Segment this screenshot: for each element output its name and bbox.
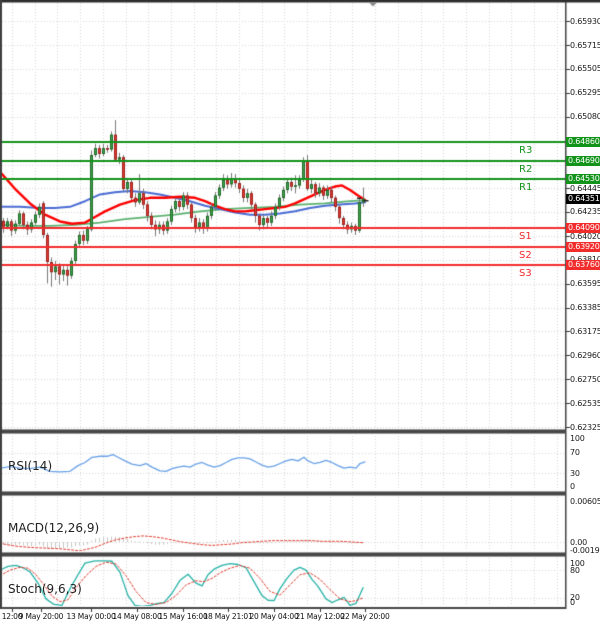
stoch-scale-label: 100 — [570, 559, 585, 568]
rsi-scale-label: 70 — [570, 448, 580, 458]
time-axis-label: 9 May 20:00 — [18, 612, 64, 621]
level-label-r3: R3 — [519, 144, 533, 156]
price-axis-label: 0.65505 — [570, 64, 600, 74]
macd-scale-label: 0.00 — [570, 537, 588, 547]
level-label-s3: S3 — [519, 268, 532, 280]
time-axis-label: 18 May 21:01 — [203, 612, 253, 621]
price-axis-label: 0.64235 — [570, 207, 600, 217]
price-axis-label: 0.63385 — [570, 303, 600, 313]
time-axis-label: 20 May 04:00 — [249, 612, 299, 621]
time-axis-label: 15 May 16:00 — [158, 612, 208, 621]
level-label-s1: S1 — [519, 231, 532, 243]
rsi-scale-label: 0 — [570, 482, 575, 491]
price-axis-label: 0.63810 — [570, 255, 600, 264]
time-axis-label: 12:00 — [1, 612, 23, 621]
stoch-scale-label: 0 — [570, 598, 575, 607]
price-tag-s1: 0.64090 — [566, 223, 600, 234]
price-axis-label: 0.64020 — [570, 231, 600, 241]
price-axis-label: 0.62960 — [570, 350, 600, 360]
price-tag-r3: 0.64860 — [566, 136, 600, 147]
price-axis-label: 0.62325 — [570, 422, 600, 432]
price-axis-label: 0.63595 — [570, 279, 600, 289]
macd-scale-label: 0.006051 — [570, 497, 600, 506]
time-axis-label: 13 May 00:00 — [66, 612, 116, 621]
price-tag-r1: 0.64530 — [566, 173, 600, 184]
time-axis-label: 21 May 12:00 — [295, 612, 345, 621]
level-label-r2: R2 — [519, 163, 533, 175]
price-axis-label: 0.63175 — [570, 326, 600, 336]
macd-label: MACD(12,26,9) — [8, 521, 100, 535]
stoch-scale-label: 80 — [570, 565, 580, 575]
price-tag-s2: 0.63920 — [566, 242, 600, 253]
rsi-label: RSI(14) — [8, 459, 53, 473]
price-axis-label: 0.65930 — [570, 16, 600, 26]
time-axis-label: 22 May 20:00 — [340, 612, 390, 621]
rsi-scale-label: 100 — [570, 434, 585, 443]
macd-scale-label: -0.001965 — [570, 546, 600, 555]
stoch-scale-label: 20 — [570, 593, 580, 603]
level-label-r1: R1 — [519, 181, 533, 193]
price-axis-label: 0.62750 — [570, 374, 600, 384]
time-axis-label: 14 May 08:00 — [112, 612, 162, 621]
price-tag-s3: 0.63760 — [566, 260, 600, 271]
price-axis-label: 0.62535 — [570, 398, 600, 408]
rsi-scale-label: 30 — [570, 468, 580, 478]
price-axis-label: 0.65295 — [570, 88, 600, 97]
price-axis-label: 0.65715 — [570, 40, 600, 50]
price-tag-current: 0.64351 — [566, 193, 600, 204]
price-tag-r2: 0.64690 — [566, 155, 600, 166]
price-axis-label: 0.64445 — [570, 183, 600, 193]
level-label-s2: S2 — [519, 250, 532, 262]
price-axis-label: 0.65080 — [570, 112, 600, 122]
stoch-label: Stoch(9,6,3) — [8, 582, 82, 596]
